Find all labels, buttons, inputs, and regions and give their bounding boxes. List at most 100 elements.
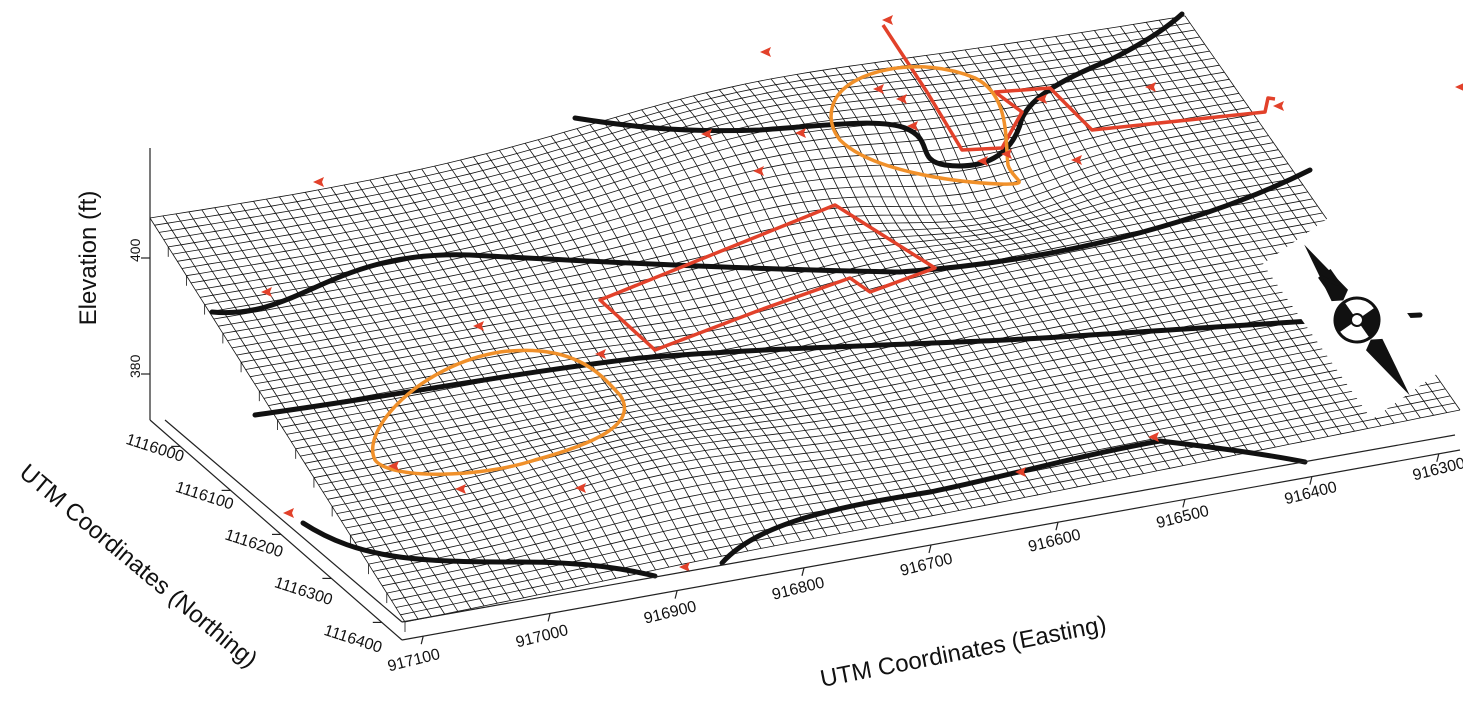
mesh-line (159, 29, 1195, 233)
mesh-line (291, 233, 1338, 442)
sample-marker (1071, 155, 1082, 165)
y-axis-frame-inner (164, 419, 403, 623)
site-boundary-central (598, 203, 937, 352)
mesh-line (705, 92, 973, 509)
sample-marker (1036, 94, 1047, 104)
y-tick-label: 1116300 (272, 574, 334, 609)
mesh-line (263, 191, 1308, 399)
x-tick-mark (928, 544, 932, 554)
mesh-line (304, 254, 1353, 464)
mesh-line (190, 78, 1230, 284)
mesh-line (386, 381, 1441, 594)
mesh-line (186, 71, 1225, 277)
mesh-line (363, 346, 1416, 558)
contour-line (572, 11, 1185, 169)
mesh-line (218, 121, 1259, 327)
contour-line (252, 312, 1423, 418)
sample-marker (473, 321, 484, 331)
mesh-line (404, 409, 1461, 623)
mesh-line (209, 107, 1249, 313)
x-tick-mark (1436, 453, 1440, 462)
x-tick-mark (801, 567, 805, 576)
sample-markers (261, 15, 1463, 572)
mesh-line (382, 374, 1436, 587)
y-tick-label: 1116100 (173, 479, 235, 514)
x-tick-mark (1055, 522, 1059, 531)
mesh-line (236, 149, 1279, 356)
mesh-line (149, 15, 1186, 219)
sample-marker (1001, 149, 1012, 159)
mesh-line (277, 212, 1323, 421)
x-tick-mark (547, 613, 551, 622)
mesh-line (336, 304, 1387, 514)
contour-line (300, 520, 658, 579)
x-tick-mark (420, 636, 424, 645)
sample-marker (679, 562, 690, 572)
sample-marker (907, 121, 918, 131)
contour-line (209, 167, 1313, 316)
y-tick-label: 1116200 (223, 527, 285, 562)
mesh-line (168, 43, 1205, 248)
y-tick-marks (171, 445, 382, 624)
sample-marker (1145, 82, 1156, 92)
x-tick-labels: 9171009170009169009168009167009166009165… (386, 455, 1463, 675)
sample-marker (896, 94, 907, 104)
mesh-line (204, 100, 1244, 305)
x-tick-mark (674, 590, 678, 599)
mesh-line (770, 78, 1039, 496)
sample-marker (595, 349, 606, 359)
y-axis-line (149, 419, 403, 641)
mesh-line (395, 395, 1451, 608)
mesh-line (154, 22, 1190, 226)
mesh-line (511, 146, 775, 547)
north-arrow-quadrant (1335, 301, 1357, 333)
x-tick-label: 917000 (514, 622, 570, 651)
sample-marker (261, 287, 272, 297)
sample-marker (313, 177, 324, 187)
y-axis-title: UTM Coordinates (Northing) (14, 459, 262, 673)
surface-mesh (149, 15, 1461, 632)
site-boundary-north (881, 24, 1276, 152)
north-arrow-icon: N (1262, 212, 1446, 420)
y-tick-label: 1116000 (124, 431, 186, 466)
mesh-line (272, 205, 1318, 414)
sample-marker (575, 483, 586, 493)
mesh-line (313, 268, 1362, 479)
mesh-line (163, 36, 1200, 240)
mesh-line (900, 58, 1171, 469)
contour-line (719, 438, 1308, 566)
mesh-line (368, 353, 1421, 565)
sample-marker (760, 47, 771, 57)
north-arrow-quadrant (1357, 307, 1379, 339)
sample-marker (753, 166, 764, 176)
mesh-line (286, 226, 1333, 435)
mesh-line (550, 135, 815, 539)
mesh-line (227, 135, 1269, 341)
mesh-line (259, 184, 1303, 392)
sample-marker (873, 84, 884, 94)
sample-marker (388, 461, 399, 471)
mesh-line (718, 89, 986, 506)
site-boundaries-orange (371, 65, 1021, 476)
north-arrow-tail (1366, 338, 1410, 396)
sample-marker (977, 156, 988, 166)
axis-frame (141, 148, 1461, 645)
mesh-line (322, 282, 1372, 493)
mesh-line (327, 290, 1377, 500)
sample-marker (1148, 432, 1159, 442)
x-tick-label: 916900 (642, 598, 698, 627)
sample-marker (701, 129, 712, 139)
z-tick-label: 400 (127, 238, 143, 262)
x-axis-title: UTM Coordinates (Easting) (818, 611, 1109, 693)
mesh-line (250, 170, 1294, 378)
x-tick-label: 916800 (770, 574, 826, 603)
sample-marker (283, 508, 294, 518)
sample-marker (795, 128, 806, 138)
mesh-line (341, 311, 1392, 522)
y-tick-label: 1116400 (322, 622, 384, 657)
mesh-line (434, 165, 696, 562)
x-tick-mark (1309, 476, 1313, 485)
z-tick-labels: 400 380 (127, 238, 143, 378)
x-axis-frame-top (401, 434, 1456, 623)
